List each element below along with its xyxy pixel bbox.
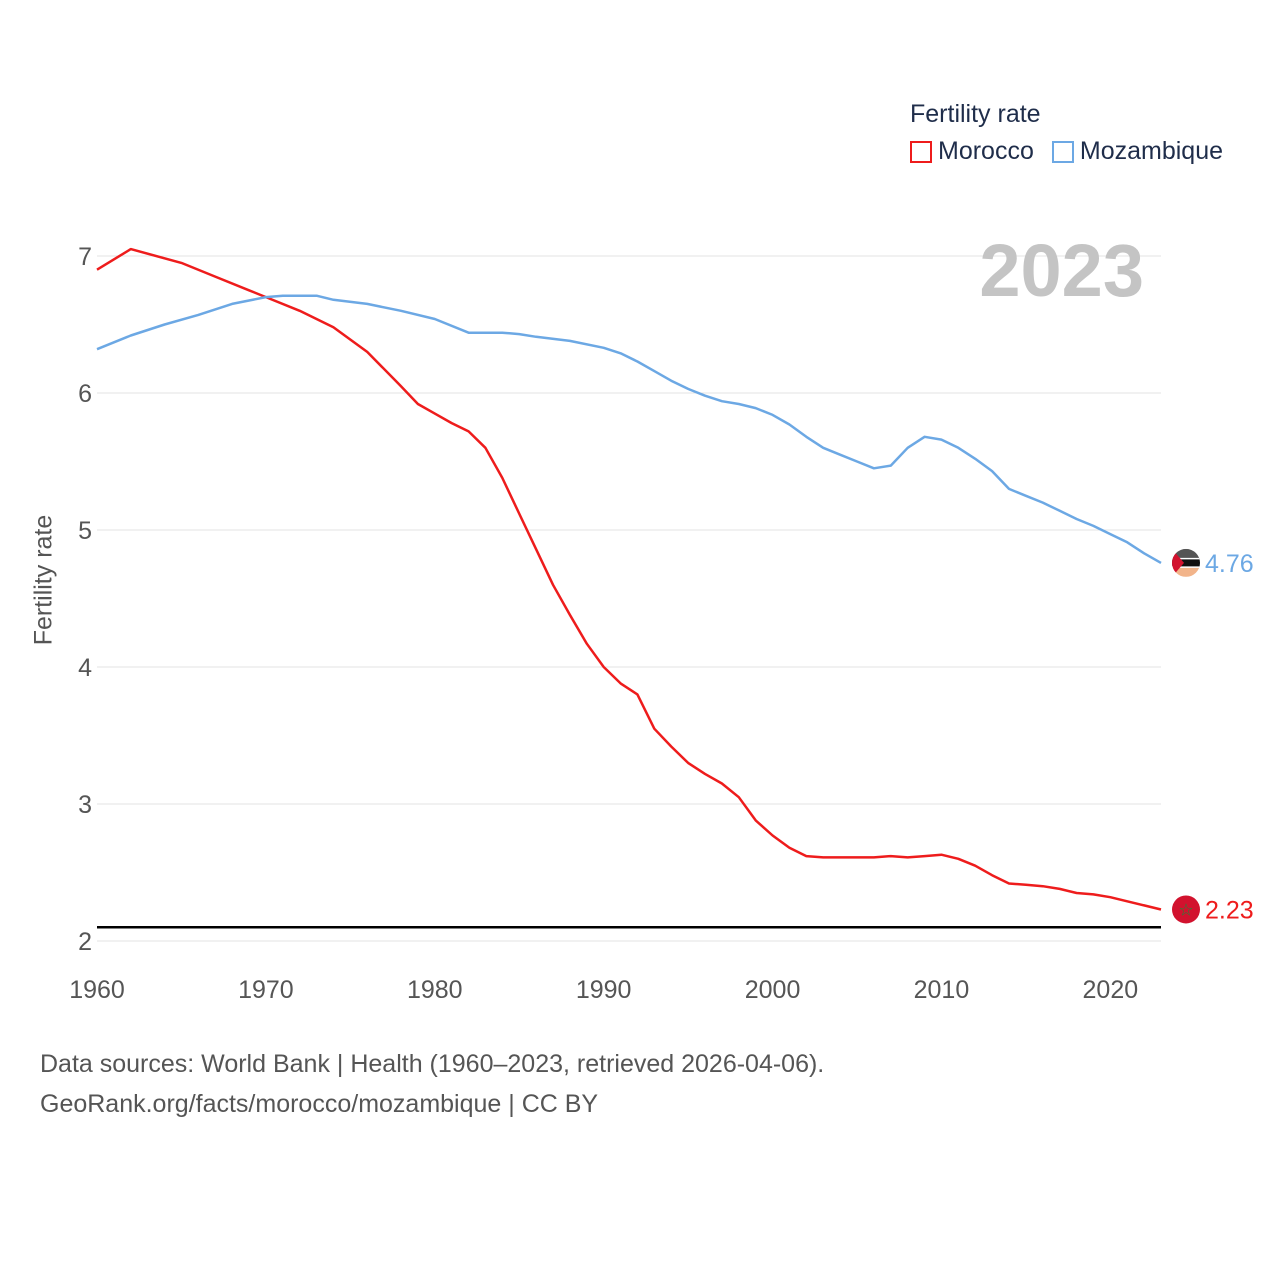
legend-swatch-morocco [910,140,932,163]
x-axis: 1960 1970 1980 1990 2000 2010 2020 [69,976,1138,1004]
grid-lines [97,255,1161,942]
end-value-label-morocco: 2.23 [1205,896,1254,924]
flag-marker-morocco: ☆ [1172,895,1200,924]
end-value-label-mozambique: 4.76 [1205,550,1254,578]
y-tick-label: 2 [78,928,92,956]
y-tick-label: 4 [78,654,92,682]
legend-item-mozambique[interactable]: Mozambique [1051,137,1224,166]
x-tick-label: 2020 [1083,976,1139,1004]
x-tick-label: 2000 [745,976,801,1004]
x-tick-label: 1980 [407,976,463,1004]
y-tick-label: 3 [78,791,92,819]
footer-attribution: GeoRank.org/facts/morocco/mozambique | C… [40,1090,599,1118]
footer: Data sources: World Bank | Health (1960–… [40,1044,824,1124]
morocco-flag-icon [1172,895,1200,924]
series-lines [96,247,1162,911]
x-tick-label: 1990 [576,976,632,1004]
y-axis-title: Fertility rate [29,514,58,646]
y-tick-label: 5 [78,517,92,545]
x-tick-label: 1970 [238,976,294,1004]
mozambique-flag-icon [1172,548,1200,577]
x-tick-label: 1960 [69,976,125,1004]
legend-swatch-mozambique [1051,140,1074,163]
legend-title: Fertility rate [910,100,1041,128]
legend-label-mozambique: Mozambique [1079,137,1224,165]
y-axis: 2 3 4 5 6 7 [78,243,92,956]
footer-sources: Data sources: World Bank | Health (1960–… [40,1050,825,1078]
legend: Fertility rate Morocco Mozambique [910,100,1223,166]
legend-item-morocco[interactable]: Morocco [910,137,1034,166]
series-line-morocco [96,247,1162,911]
flag-marker-mozambique [1172,548,1200,577]
y-tick-label: 7 [78,243,92,271]
series-line-mozambique [96,294,1162,564]
star-icon: ☆ [1178,900,1193,920]
y-tick-label: 6 [78,380,92,408]
year-label: 2023 [979,229,1144,312]
x-tick-label: 2010 [914,976,970,1004]
end-markers: ☆ 2.23 4.76 [1172,548,1254,924]
legend-label-morocco: Morocco [938,137,1034,165]
